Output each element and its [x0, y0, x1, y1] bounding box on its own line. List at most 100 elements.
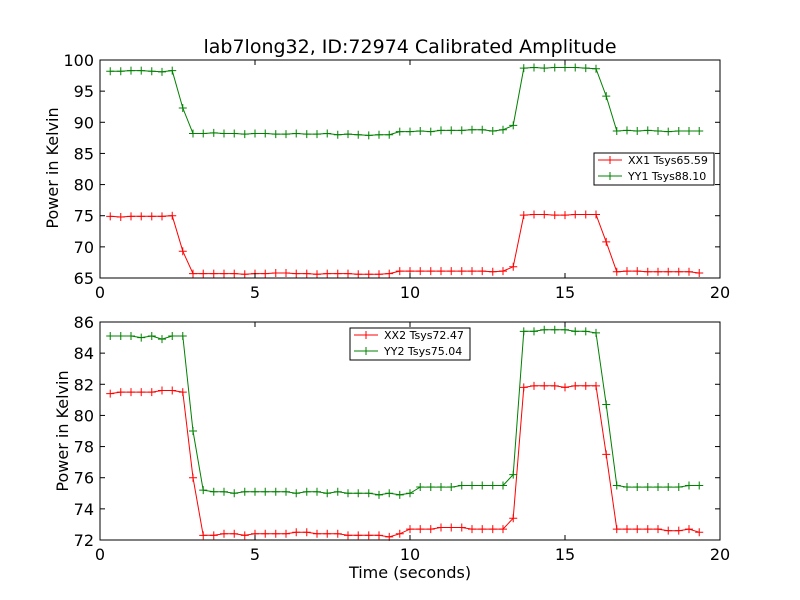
- top-chart-point-yy1: [271, 130, 280, 139]
- bottom-chart-point-yy2: [323, 489, 332, 498]
- top-chart-point-yy1: [364, 131, 373, 140]
- bottom-chart-point-xx2: [354, 531, 363, 540]
- top-chart: lab7long32, ID:72974 Calibrated Amplitud…: [43, 36, 730, 302]
- top-chart-x-tick-label: 5: [250, 283, 260, 302]
- top-chart-legend-label-yy1: YY1 Tsys88.10: [627, 170, 706, 183]
- bottom-chart-y-axis-label: Power in Kelvin: [53, 370, 72, 491]
- top-chart-point-xx1: [447, 267, 456, 276]
- top-chart-point-yy1: [209, 128, 218, 137]
- top-chart-point-xx1: [116, 212, 125, 221]
- top-chart-point-yy1: [158, 67, 166, 76]
- top-chart-point-xx1: [695, 269, 704, 278]
- bottom-chart-point-xx2: [364, 531, 373, 540]
- bottom-chart-point-yy2: [344, 489, 352, 498]
- top-chart-point-xx1: [612, 267, 621, 276]
- top-chart-point-yy1: [375, 130, 383, 139]
- bottom-chart-x-tick-label: 0: [95, 545, 105, 564]
- top-chart-point-xx1: [581, 210, 590, 219]
- top-chart-point-yy1: [674, 127, 683, 136]
- top-chart-point-yy1: [323, 129, 332, 138]
- top-chart-point-xx1: [189, 269, 197, 278]
- top-chart-point-xx1: [137, 212, 146, 221]
- bottom-chart-point-xx2: [209, 531, 218, 540]
- bottom-chart-point-xx2: [509, 514, 518, 523]
- bottom-chart-point-xx2: [468, 525, 476, 534]
- bottom-chart-point-yy2: [116, 332, 125, 341]
- top-chart-point-yy1: [457, 126, 466, 135]
- top-chart-point-xx1: [282, 269, 290, 278]
- bottom-chart-point-xx2: [488, 525, 497, 534]
- bottom-chart-legend-label-yy2: YY2 Tsys75.04: [383, 345, 462, 358]
- top-chart-point-xx1: [106, 212, 115, 221]
- bottom-chart-point-yy2: [457, 481, 466, 490]
- bottom-chart-point-xx2: [581, 381, 590, 390]
- top-chart-point-xx1: [530, 210, 538, 219]
- bottom-chart-point-xx2: [282, 529, 290, 538]
- top-chart-point-yy1: [519, 64, 528, 73]
- bottom-chart-point-yy2: [395, 490, 404, 499]
- bottom-chart-series-markers-xx2: [106, 381, 704, 541]
- bottom-chart-point-xx2: [199, 531, 208, 540]
- top-chart-point-xx1: [354, 270, 363, 279]
- bottom-chart-point-yy2: [643, 483, 652, 492]
- top-chart-point-xx1: [488, 267, 497, 276]
- top-chart-point-xx1: [664, 267, 673, 276]
- top-chart-point-yy1: [302, 130, 311, 139]
- bottom-chart-x-tick-label: 5: [250, 545, 260, 564]
- bottom-chart-point-xx2: [612, 525, 621, 534]
- bottom-chart: Time (seconds) Power in Kelvin 0 5 10 15 20 7…: [53, 313, 730, 582]
- top-chart-point-xx1: [457, 267, 466, 276]
- bottom-chart-point-yy2: [364, 489, 373, 498]
- top-chart-point-xx1: [509, 262, 518, 271]
- top-chart-point-xx1: [199, 269, 208, 278]
- bottom-chart-x-tick-label: 10: [400, 545, 420, 564]
- bottom-chart-point-yy2: [292, 489, 301, 498]
- bottom-chart-point-xx2: [406, 525, 414, 534]
- top-chart-point-xx1: [178, 247, 187, 256]
- bottom-chart-legend-marker-xx2: [362, 331, 370, 339]
- top-chart-point-xx1: [499, 267, 507, 276]
- top-chart-point-yy1: [623, 126, 631, 135]
- top-chart-point-yy1: [178, 103, 187, 112]
- top-chart-series-markers-yy1: [106, 63, 704, 140]
- bottom-chart-point-xx2: [643, 525, 652, 534]
- top-chart-point-yy1: [488, 127, 497, 136]
- bottom-chart-point-yy2: [519, 327, 528, 336]
- bottom-chart-point-xx2: [664, 526, 673, 535]
- bottom-chart-point-xx2: [333, 529, 342, 538]
- top-chart-point-yy1: [530, 63, 538, 72]
- bottom-chart-point-xx2: [540, 381, 549, 390]
- bottom-chart-point-xx2: [147, 388, 156, 397]
- top-chart-point-xx1: [323, 269, 332, 278]
- top-chart-point-yy1: [695, 127, 704, 136]
- top-chart-x-tick-label: 10: [400, 283, 420, 302]
- bottom-chart-legend-label-xx2: XX2 Tsys72.47: [384, 329, 464, 342]
- top-chart-y-tick-label: 75: [74, 207, 94, 226]
- bottom-chart-point-yy2: [488, 481, 497, 490]
- bottom-chart-point-yy2: [271, 487, 280, 496]
- top-chart-y-tick-label: 100: [63, 51, 94, 70]
- bottom-chart-y-tick-label: 80: [74, 406, 94, 425]
- bottom-chart-point-yy2: [375, 490, 383, 499]
- bottom-chart-y-tick-label: 84: [74, 344, 94, 363]
- top-chart-point-yy1: [168, 66, 177, 75]
- bottom-chart-point-yy2: [447, 483, 456, 492]
- top-chart-point-xx1: [209, 269, 218, 278]
- top-chart-point-xx1: [416, 267, 425, 276]
- bottom-chart-point-yy2: [178, 332, 187, 341]
- bottom-chart-point-xx2: [230, 529, 239, 538]
- top-chart-y-axis-label: Power in Kelvin: [43, 107, 62, 228]
- top-chart-point-xx1: [592, 210, 600, 219]
- top-chart-point-yy1: [395, 127, 404, 136]
- top-chart-point-xx1: [643, 267, 652, 276]
- top-chart-point-yy1: [199, 129, 208, 138]
- bottom-chart-point-yy2: [385, 489, 394, 498]
- top-chart-legend: XX1 Tsys65.59 YY1 Tsys88.10: [593, 152, 715, 186]
- bottom-chart-point-yy2: [633, 483, 642, 492]
- bottom-chart-point-yy2: [189, 427, 197, 435]
- bottom-chart-point-yy2: [137, 333, 146, 342]
- bottom-chart-point-xx2: [292, 528, 301, 537]
- bottom-chart-y-tick-label: 76: [74, 469, 94, 488]
- bottom-chart-point-yy2: [695, 481, 704, 490]
